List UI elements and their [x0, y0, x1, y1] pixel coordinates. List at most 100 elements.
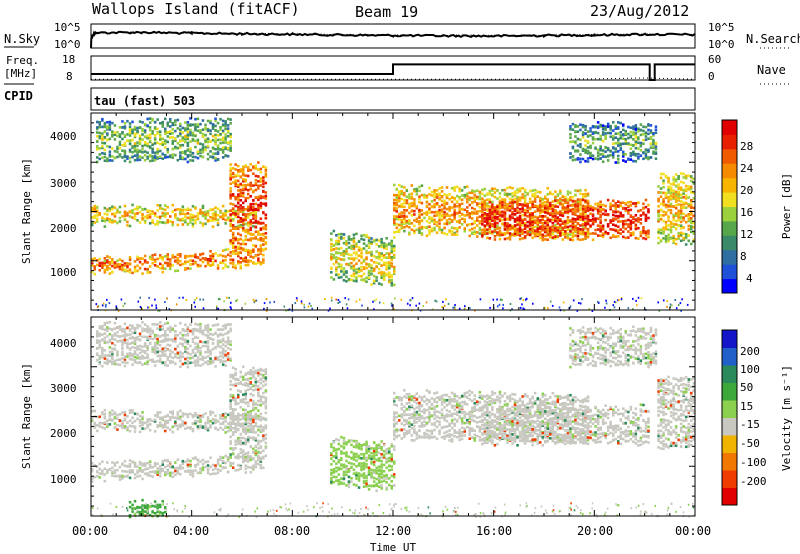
power-cells-cell	[684, 233, 688, 236]
power-cells-cell	[486, 228, 489, 231]
vel-cells-cell	[138, 474, 142, 478]
power-cells-cell	[539, 215, 542, 218]
vel-cells-cell	[161, 463, 164, 466]
power-cells-cell	[231, 244, 235, 247]
power-cells-cell	[259, 262, 263, 266]
power-cells-cell	[604, 146, 607, 149]
power-cells-cell	[199, 221, 202, 224]
power-cells-cell	[622, 206, 625, 210]
power-cells-cell	[310, 304, 312, 307]
power-cells-cell	[367, 269, 371, 273]
power-cells-cell	[375, 298, 378, 301]
power-cells-cell	[566, 219, 570, 222]
power-cells-cell	[634, 142, 638, 146]
power-cells-cell	[561, 220, 565, 224]
power-cells-cell	[388, 243, 391, 246]
power-cells-cell	[153, 212, 157, 215]
power-cells-cell	[604, 230, 607, 234]
beam-title: Beam 19	[355, 3, 418, 21]
power-cells-cell	[450, 226, 454, 230]
power-cells-cell	[171, 221, 174, 224]
power-cells-cell	[337, 265, 341, 269]
power-cells-cell	[491, 230, 494, 233]
power-cells-cell	[430, 219, 434, 223]
power-cells-cell	[106, 217, 109, 220]
power-cells-cell	[533, 234, 537, 238]
power-cells-cell	[612, 204, 615, 208]
power-cells-cell	[224, 146, 227, 149]
power-cells-cell	[559, 219, 562, 223]
power-cells-cell	[126, 220, 129, 224]
power-cells-cell	[599, 123, 602, 127]
power-cells-cell	[161, 214, 164, 217]
power-cells-cell	[231, 167, 235, 170]
power-cells-cell	[556, 226, 560, 230]
power-cells-cell	[579, 302, 582, 305]
power-cells-cell	[126, 133, 129, 136]
nsearch-label: N.Search	[746, 32, 800, 46]
power-cells-cell	[657, 241, 660, 245]
power-cells-cell	[544, 206, 547, 210]
vel-cells-cell	[216, 458, 220, 461]
power-cells-cell	[400, 224, 403, 227]
power-cells-cell	[229, 174, 232, 177]
power-cells-cell	[523, 213, 527, 217]
power-cells-cell	[564, 195, 567, 199]
power-cells-cell	[340, 258, 343, 261]
power-cells-cell	[136, 156, 139, 160]
power-cells-cell	[108, 209, 112, 213]
power-cells-cell	[496, 305, 499, 308]
power-cells-cell	[337, 276, 341, 279]
power-cells-cell	[398, 228, 401, 232]
power-cells-cell	[108, 207, 112, 210]
power-cells-cell	[516, 216, 519, 220]
power-cells-cell	[576, 125, 580, 128]
power-cells-cell	[400, 189, 403, 193]
power-cells-cell	[362, 267, 366, 271]
power-cells-cell	[664, 223, 668, 227]
power-cells-cell	[174, 139, 177, 142]
power-cells-cell	[229, 254, 232, 258]
power-cells-cell	[644, 217, 648, 220]
power-cells-cell	[629, 224, 633, 228]
power-cells-cell	[413, 204, 416, 208]
power-cells-cell	[544, 197, 547, 200]
power-cells-cell	[262, 261, 265, 264]
power-cells-cell	[551, 205, 555, 209]
power-cells-cell	[395, 201, 398, 204]
power-cells-cell	[148, 271, 152, 274]
power-cells-cell	[126, 269, 129, 273]
vel-cells-cell	[113, 469, 117, 472]
power-cells-cell	[624, 129, 627, 133]
power-cells-cell	[619, 213, 622, 216]
power-cells-cell	[347, 262, 351, 266]
power-cells-cell	[445, 222, 449, 226]
power-cells-cell	[141, 218, 144, 221]
power-cells-cell	[624, 207, 627, 210]
power-cells-cell	[98, 264, 101, 267]
power-cells-cell	[335, 268, 338, 271]
power-cells-cell	[380, 254, 383, 258]
power-cells-cell	[388, 275, 391, 279]
power-cells-cell	[634, 125, 638, 129]
power-cells-cell	[609, 153, 612, 157]
power-cells-cell	[601, 160, 605, 163]
vel-cells-cell	[93, 475, 96, 479]
power-cells-cell	[206, 152, 210, 156]
power-cells-cell	[362, 234, 366, 237]
power-cells-cell	[156, 118, 159, 121]
power-cells-cell	[184, 152, 187, 156]
power-cells-cell	[148, 222, 152, 225]
power-cells-cell	[264, 232, 268, 235]
power-cells-cell	[498, 201, 502, 205]
power-cells-cell	[453, 215, 456, 219]
power-cells-cell	[586, 217, 590, 221]
power-cells-cell	[408, 231, 411, 235]
power-cells-cell	[523, 227, 527, 230]
power-cells-cell	[450, 219, 454, 222]
power-cells-cell	[486, 213, 489, 216]
power-cells-cell	[637, 152, 640, 156]
power-cells-cell	[196, 217, 200, 221]
power-cells-cell	[578, 302, 580, 304]
power-cells-cell	[224, 154, 227, 157]
